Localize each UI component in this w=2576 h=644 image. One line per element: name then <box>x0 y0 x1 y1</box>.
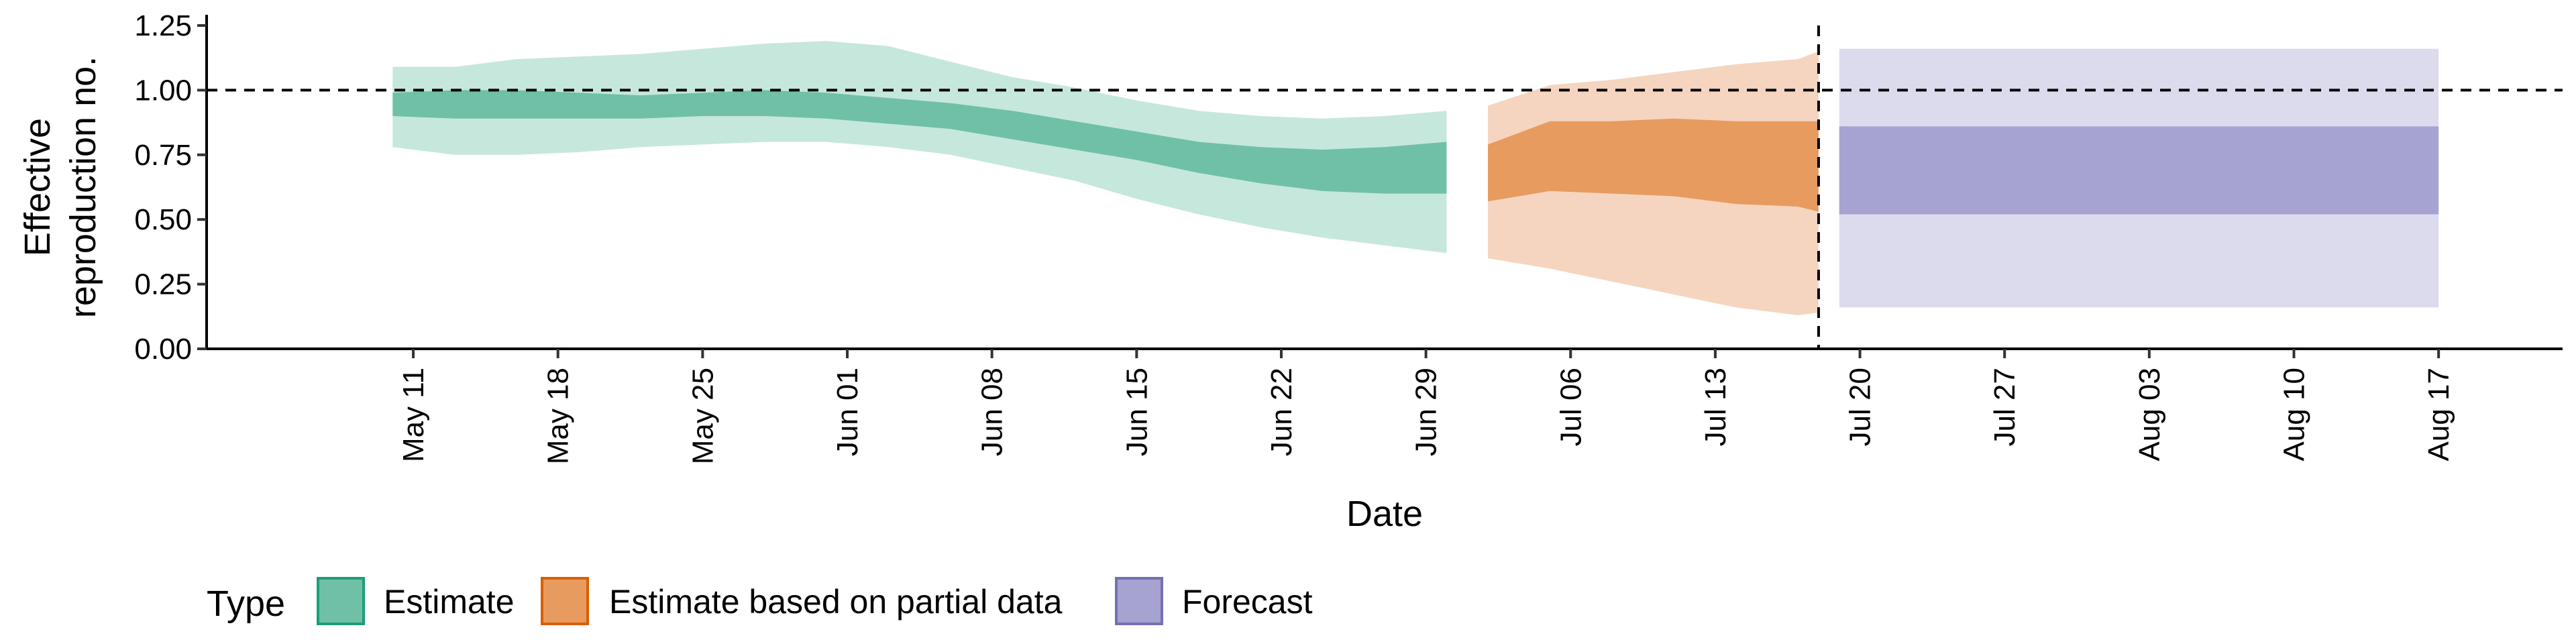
x-tick-label: Jul 27 <box>1988 368 2021 446</box>
x-tick-label: May 18 <box>542 368 575 464</box>
y-tick-label: 1.25 <box>134 9 192 42</box>
x-tick-label: Jun 29 <box>1410 368 1443 456</box>
y-tick-label: 1.00 <box>134 74 192 107</box>
legend-label-estimate: Estimate <box>384 583 515 621</box>
x-tick-label: May 11 <box>397 368 430 462</box>
x-axis-title: Date <box>1346 494 1423 534</box>
legend-label-forecast: Forecast <box>1182 583 1313 621</box>
y-tick-label: 0.50 <box>134 203 192 236</box>
y-tick-label: 0.00 <box>134 333 192 366</box>
x-tick-label: Jun 22 <box>1265 368 1298 456</box>
x-tick-label: Jun 15 <box>1120 368 1153 456</box>
x-tick-label: Jul 20 <box>1844 368 1877 446</box>
x-tick-label: Aug 03 <box>2133 368 2166 461</box>
legend-key-estimate-based-on-partial-data <box>541 577 589 625</box>
y-tick-label: 0.75 <box>134 139 192 172</box>
x-tick-label: Jun 08 <box>976 368 1009 456</box>
x-tick-label: Aug 10 <box>2278 368 2311 461</box>
axes: 0.00 0.25 0.50 0.75 1.00 1.25 May 11 May 18 May … <box>134 9 2563 464</box>
band-layer <box>392 41 2439 315</box>
y-axis-title-line-1: Effective <box>17 118 58 256</box>
legend-label-estimate-based-on-partial-data: Estimate based on partial data <box>609 583 1063 621</box>
legend-title: Type <box>207 584 285 624</box>
legend-key-forecast <box>1115 577 1163 625</box>
reference-lines <box>207 25 2563 349</box>
y-axis-title-line-2: reproduction no. <box>63 56 103 318</box>
legend: Type Estimate Estimate based on partial d… <box>207 577 1313 625</box>
estimate-based-on-partial-data-50-interval-band <box>1488 118 1819 212</box>
x-tick-label: May 25 <box>686 368 719 464</box>
x-tick-label: Aug 17 <box>2422 368 2455 461</box>
legend-key-estimate <box>317 577 365 625</box>
x-tick-label: Jun 01 <box>831 368 864 456</box>
forecast-50-interval-band <box>1839 126 2439 215</box>
y-tick-label: 0.25 <box>134 268 192 301</box>
estimate-90-interval-band <box>392 41 1447 254</box>
estimate-50-interval-band <box>392 90 1447 194</box>
x-tick-label: Jul 06 <box>1554 368 1587 446</box>
x-tick-label: Jul 13 <box>1699 368 1732 446</box>
